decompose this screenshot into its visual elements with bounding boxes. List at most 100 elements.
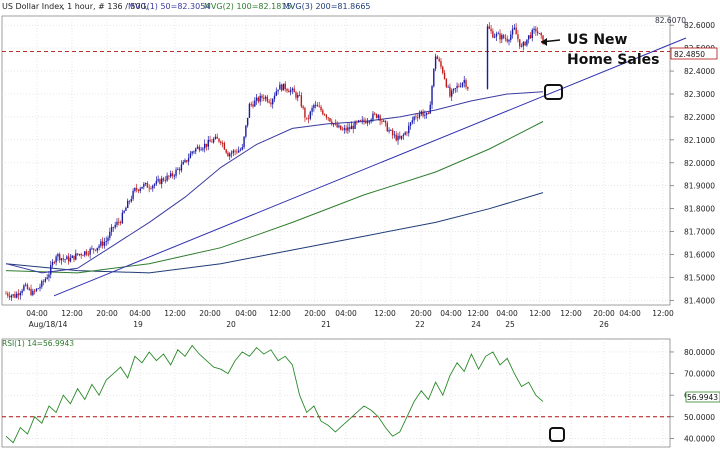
bull-candle <box>66 256 68 260</box>
bear-candle <box>386 122 388 132</box>
rsi-label: RSI(1) 14=56.9943 <box>2 339 74 348</box>
bear-candle <box>280 84 283 91</box>
bear-candle <box>359 120 362 122</box>
bear-candle <box>236 151 238 153</box>
bull-candle <box>454 88 456 90</box>
bear-candle <box>356 121 358 123</box>
bear-candle <box>268 101 270 103</box>
ma200-label: MVG(3) 200=81.8665 <box>283 2 371 11</box>
marker-box-price <box>544 84 563 100</box>
bull-candle <box>411 120 414 123</box>
bear-candle <box>384 120 387 123</box>
bear-candle <box>137 189 140 191</box>
rsi-tick-label: 50.0000 <box>684 413 715 422</box>
bear-candle <box>293 88 295 93</box>
rsi-current-tag: 56.9943 <box>685 391 720 403</box>
bull-candle <box>189 153 192 159</box>
bear-candle <box>225 149 227 153</box>
bull-candle <box>277 89 279 92</box>
rsi-tick-label: 80.0000 <box>684 348 715 357</box>
bear-candle <box>252 104 254 107</box>
bear-candle <box>8 295 11 298</box>
bull-candle <box>229 153 231 157</box>
bull-candle <box>155 180 158 185</box>
bull-candle <box>10 295 13 298</box>
bear-candle <box>80 254 82 256</box>
bear-candle <box>257 97 260 102</box>
bull-candle <box>71 255 73 259</box>
bear-candle <box>536 31 539 34</box>
bear-candle <box>76 253 79 255</box>
bull-candle <box>41 281 43 287</box>
time-tick-label: 20:00 <box>199 309 221 318</box>
bear-candle <box>352 125 354 129</box>
bear-candle <box>325 115 328 118</box>
bear-candle <box>85 251 88 255</box>
bull-candle <box>370 119 372 122</box>
bull-candle <box>343 128 346 130</box>
bear-candle <box>445 79 448 87</box>
rsi-pane[interactable]: RSI(1) 14=56.9943 80.000070.000060.00005… <box>1 338 720 448</box>
date-tick-label: 21 <box>321 320 331 329</box>
bear-candle <box>295 92 297 98</box>
bear-candle <box>535 28 537 32</box>
bull-candle <box>447 86 449 88</box>
bull-candle <box>354 121 356 129</box>
date-tick-label: 24 <box>471 320 481 329</box>
bear-candle <box>318 106 320 108</box>
bull-candle <box>98 245 100 248</box>
symbol-label: US Dollar Index <box>2 2 64 11</box>
bear-candle <box>218 138 220 142</box>
bear-candle <box>42 281 45 283</box>
bull-candle <box>144 182 147 185</box>
bull-candle <box>404 132 406 135</box>
bear-candle <box>302 106 304 108</box>
current-price-text: 82.4850 <box>674 50 705 59</box>
bull-candle <box>402 134 405 136</box>
bull-candle <box>486 26 489 89</box>
time-tick-label: 20:00 <box>410 309 432 318</box>
bear-candle <box>220 141 222 143</box>
bear-candle <box>135 188 138 190</box>
bear-candle <box>62 258 64 260</box>
bear-candle <box>374 113 376 115</box>
time-tick-label: 20:00 <box>96 309 118 318</box>
bull-candle <box>418 114 421 118</box>
bull-candle <box>459 86 462 88</box>
time-tick-label: 04:00 <box>235 309 257 318</box>
bull-candle <box>23 285 25 291</box>
bear-candle <box>422 111 424 116</box>
bear-candle <box>288 90 290 93</box>
bull-candle <box>239 149 242 151</box>
time-tick-label: 12:00 <box>374 309 396 318</box>
bull-candle <box>169 173 172 177</box>
bull-candle <box>246 117 249 126</box>
time-tick-label: 12:00 <box>560 309 582 318</box>
bear-candle <box>440 61 442 67</box>
bull-candle <box>425 112 428 115</box>
bear-candle <box>375 113 378 118</box>
bull-candle <box>522 42 525 47</box>
bear-candle <box>82 255 84 257</box>
price-pane[interactable]: 82.600082.500082.400082.300082.200082.10… <box>1 15 718 329</box>
bear-candle <box>186 160 188 162</box>
bear-candle <box>442 66 444 73</box>
rsi-tick-label: 40.0000 <box>684 434 715 443</box>
bull-candle <box>157 179 159 181</box>
bull-candle <box>526 39 528 46</box>
bull-candle <box>134 188 136 191</box>
bull-candle <box>187 158 190 162</box>
bull-candle <box>366 121 369 124</box>
price-tick-label: 82.4000 <box>684 67 715 76</box>
bull-candle <box>357 120 360 122</box>
bull-candle <box>508 39 510 42</box>
bull-candle <box>100 241 102 246</box>
bull-candle <box>153 184 156 186</box>
bull-candle <box>127 200 129 208</box>
bull-candle <box>297 95 299 98</box>
bear-candle <box>162 178 165 181</box>
bull-candle <box>64 259 66 261</box>
price-tick-label: 81.9000 <box>684 182 715 191</box>
bull-candle <box>78 254 81 255</box>
bull-candle <box>361 119 363 121</box>
